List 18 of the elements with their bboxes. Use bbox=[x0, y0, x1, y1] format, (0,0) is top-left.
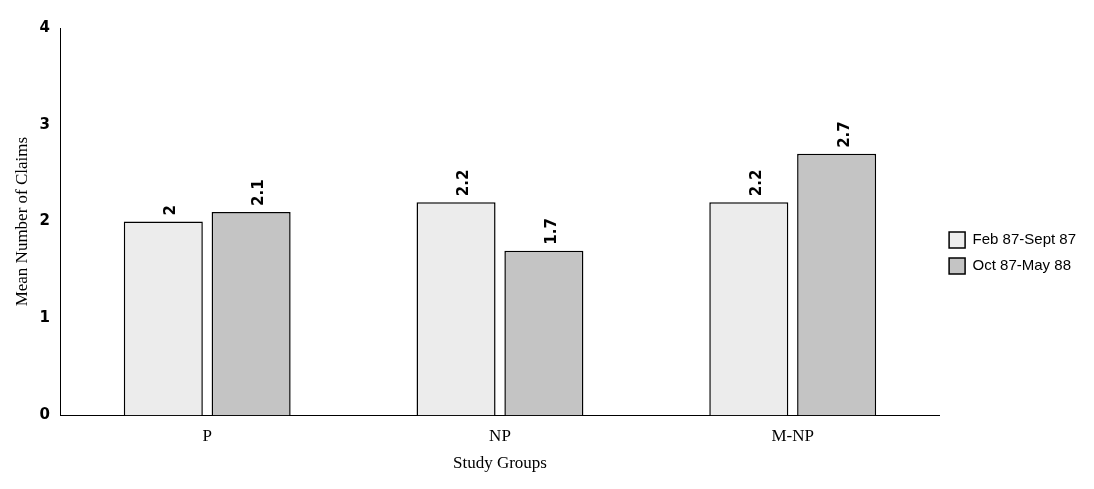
data-label: 2.7 bbox=[834, 121, 853, 148]
data-label: 2 bbox=[161, 205, 180, 216]
data-label: 2.2 bbox=[453, 169, 472, 197]
x-tick-label: NP bbox=[489, 425, 511, 445]
data-label: 2.2 bbox=[746, 169, 765, 197]
y-tick-label: 1 bbox=[39, 308, 50, 327]
y-tick-label: 2 bbox=[39, 211, 50, 230]
data-label: 1.7 bbox=[541, 218, 560, 245]
y-axis-title: Mean Number of Claims bbox=[11, 136, 31, 307]
legend-label: Oct 87-May 88 bbox=[972, 256, 1071, 274]
y-tick-label: 0 bbox=[39, 405, 50, 424]
legend-label: Feb 87-Sept 87 bbox=[972, 230, 1076, 248]
x-tick-label: P bbox=[202, 425, 212, 445]
x-tick-label: M-NP bbox=[771, 425, 814, 445]
data-label: 2.1 bbox=[249, 179, 268, 206]
x-axis-title: Study Groups bbox=[452, 453, 547, 473]
y-tick-label: 4 bbox=[39, 17, 50, 36]
y-tick-label: 3 bbox=[39, 114, 50, 133]
